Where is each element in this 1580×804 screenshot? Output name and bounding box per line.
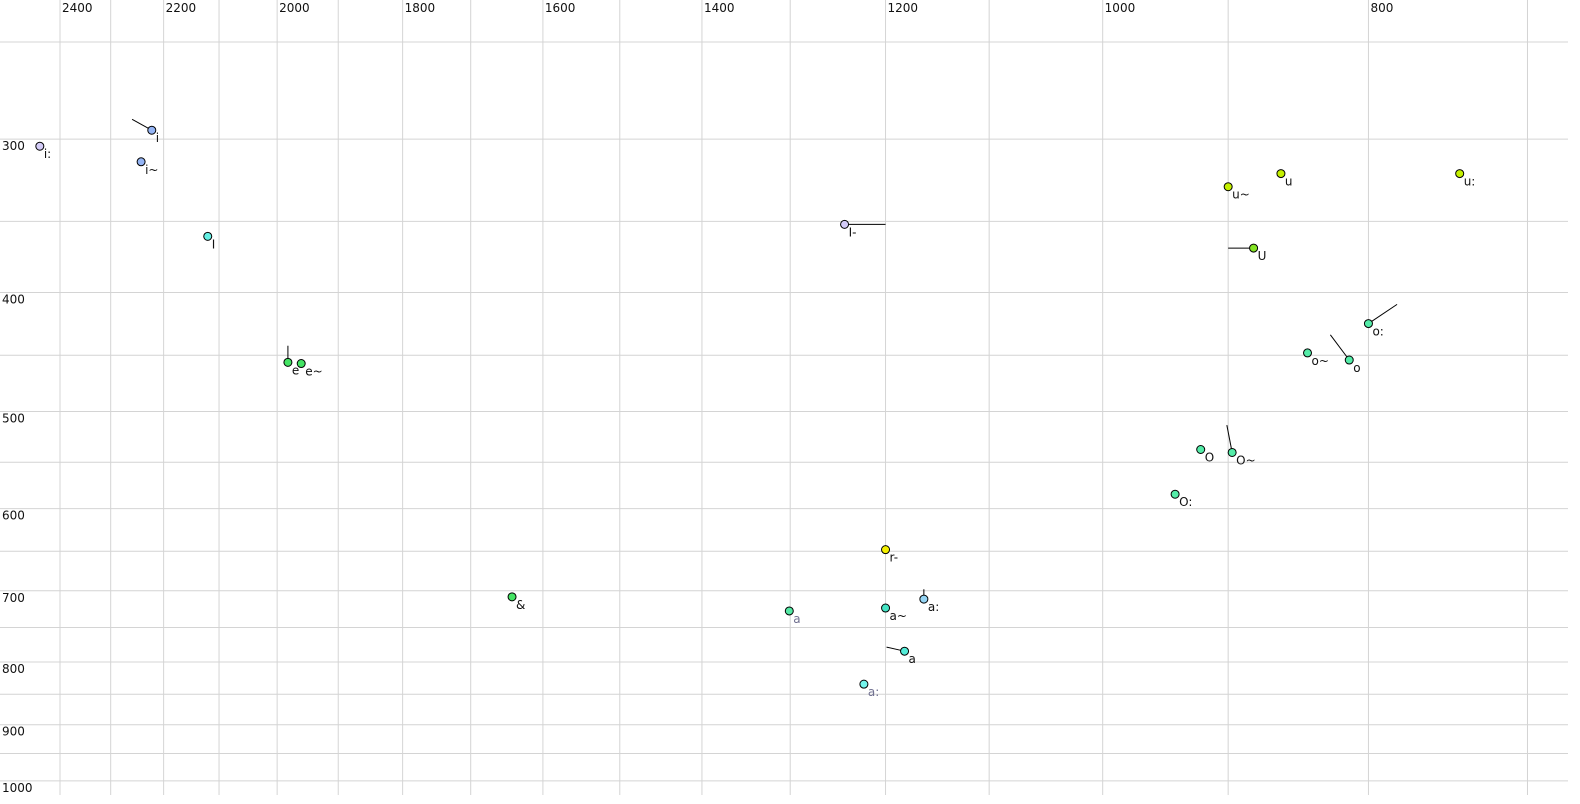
point-label: a:	[928, 600, 939, 614]
data-point	[296, 359, 306, 369]
y-tick-label: 700	[2, 591, 25, 605]
data-point	[136, 157, 146, 167]
point-label: a	[909, 652, 916, 666]
y-tick-label: 600	[2, 509, 25, 523]
data-point	[900, 646, 910, 656]
data-point	[1170, 489, 1180, 499]
point-label: U	[1258, 249, 1267, 263]
y-tick-label: 300	[2, 139, 25, 153]
point-label: O	[1205, 450, 1214, 464]
data-point	[1227, 447, 1237, 457]
point-label: a:	[868, 685, 879, 699]
data-point	[1363, 319, 1373, 329]
trajectory-line	[1226, 425, 1233, 453]
data-points: i: i i~ Ie e~ & a I-r-a~ a: a a: O: O O~ o~ o o: Uu~ u u:	[35, 118, 1476, 699]
data-point	[919, 594, 929, 604]
data-point	[881, 545, 891, 555]
x-tick-label: 1800	[405, 1, 436, 15]
point-label: a~	[890, 609, 907, 623]
data-point	[1249, 243, 1259, 253]
x-tick-label: 2000	[279, 1, 310, 15]
trajectory-line	[1329, 334, 1350, 361]
point-label: o~	[1312, 354, 1329, 368]
x-tick-label: 1000	[1105, 1, 1136, 15]
point-label: u	[1285, 175, 1293, 189]
point-label: I-	[849, 225, 857, 239]
y-tick-label: 1000	[2, 781, 33, 795]
data-point	[859, 679, 869, 689]
x-tick-label: 1600	[545, 1, 576, 15]
point-label: O~	[1236, 453, 1256, 467]
point-label: a	[793, 612, 800, 626]
point-label: e~	[305, 365, 322, 379]
point-label: i~	[145, 163, 158, 177]
x-tick-label: 1400	[704, 1, 735, 15]
point-label: i	[156, 131, 159, 145]
data-point	[35, 141, 45, 151]
tick-labels: 2400 2200 2000 1800 1600 1400 1200 1000 800 300 40…	[2, 1, 1393, 795]
data-point	[1276, 169, 1286, 179]
point-label: u~	[1232, 188, 1250, 202]
data-point	[203, 231, 213, 241]
point-label: r-	[890, 551, 899, 565]
point-label: i:	[44, 147, 51, 161]
data-point	[507, 592, 517, 602]
x-tick-label: 800	[1370, 1, 1393, 15]
point-label: u:	[1464, 175, 1476, 189]
data-point	[1455, 169, 1465, 179]
data-point	[1344, 355, 1354, 365]
point-label: o	[1353, 361, 1360, 375]
data-point	[1303, 348, 1313, 358]
data-point	[840, 219, 850, 229]
data-point	[283, 357, 293, 367]
point-label: &	[516, 598, 525, 612]
y-tick-label: 500	[2, 411, 25, 425]
point-label: I	[212, 237, 216, 251]
point-label: O:	[1179, 495, 1192, 509]
y-tick-label: 900	[2, 725, 25, 739]
data-point	[1196, 444, 1206, 454]
data-point	[881, 603, 891, 613]
point-label: o:	[1372, 325, 1383, 339]
x-tick-label: 1200	[888, 1, 919, 15]
trajectory-line	[1368, 303, 1398, 324]
x-tick-label: 2200	[166, 1, 197, 15]
x-tick-label: 2400	[62, 1, 93, 15]
point-label: e	[292, 363, 299, 377]
data-point	[1223, 182, 1233, 192]
y-tick-label: 400	[2, 293, 25, 307]
y-tick-label: 800	[2, 662, 25, 676]
data-point	[784, 606, 794, 616]
data-point	[147, 125, 157, 135]
